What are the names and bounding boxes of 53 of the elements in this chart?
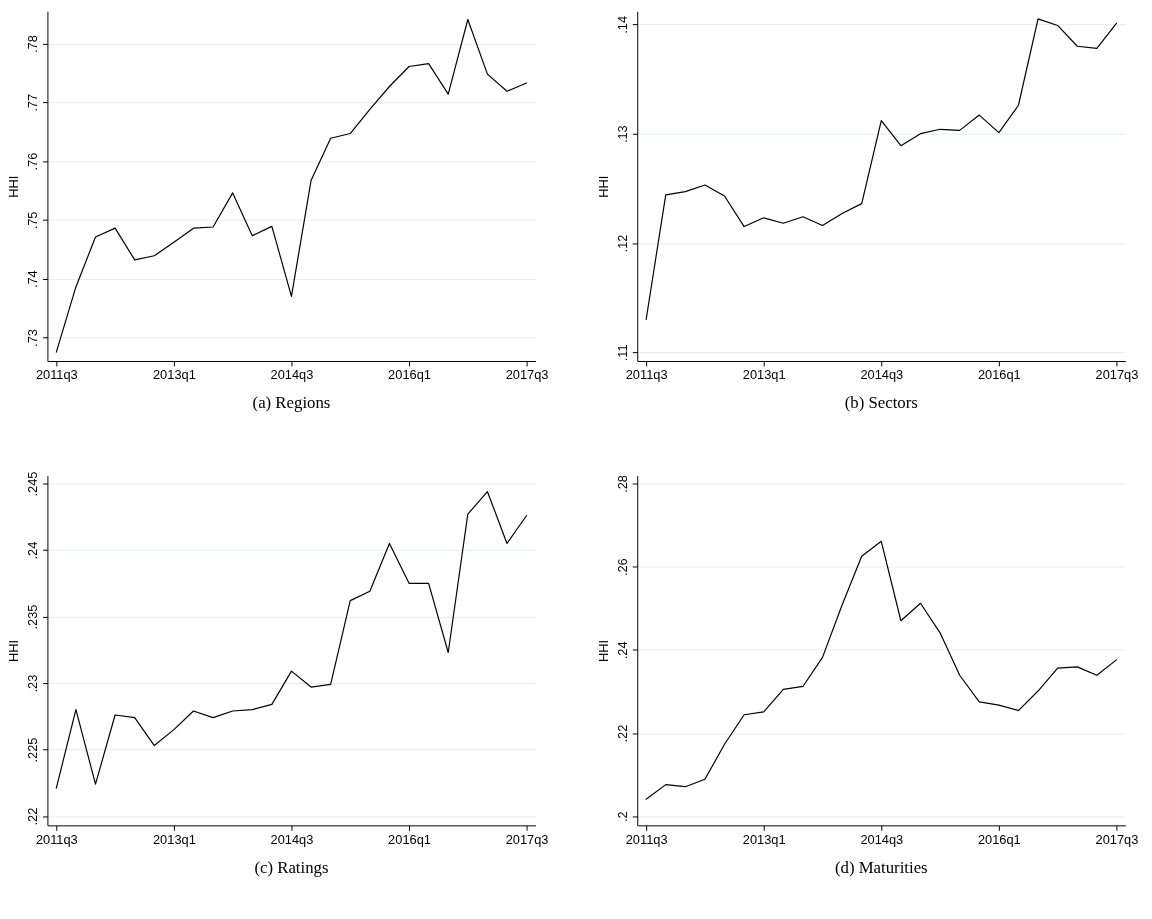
line-series [645,18,1118,321]
y-tick-label: .28 [614,475,630,493]
y-tick-label: .78 [25,35,41,53]
y-tick-label: .14 [614,15,630,34]
x-tick-label: 2016q1 [388,367,431,383]
x-tick-label: 2014q3 [270,831,314,847]
x-tick-label: 2017q3 [1095,367,1139,383]
line-series [55,490,528,789]
y-tick-label: .24 [614,641,630,660]
y-tick-label: .75 [25,211,41,230]
x-tick-label: 2013q1 [152,367,196,383]
y-tick-label: .76 [25,152,41,171]
line-series [645,540,1118,800]
y-tick-label: .235 [25,604,41,630]
y-axis-title: HHI [596,175,612,198]
x-tick-label: 2016q1 [977,367,1021,383]
x-tick-label: 2016q1 [977,831,1021,847]
x-tick-label: 2013q1 [742,831,786,847]
y-axis-title: HHI [6,175,22,198]
y-tick-label: .22 [25,807,41,826]
x-tick-label: 2011q3 [625,831,668,847]
line-series [55,18,528,353]
x-tick-label: 2013q1 [742,367,786,383]
x-tick-label: 2014q3 [270,367,314,383]
y-tick-label: .22 [614,724,630,743]
x-tick-label: 2017q3 [505,831,549,847]
y-tick-label: .2 [614,811,630,823]
y-tick-label: .12 [614,234,630,253]
x-tick-label: 2011q3 [35,367,78,383]
y-axis-title: HHI [6,639,22,663]
y-tick-label: .26 [614,558,630,577]
y-tick-label: .77 [25,93,41,112]
y-tick-label: .24 [25,541,41,560]
y-tick-label: .245 [25,471,41,497]
y-tick-label: .225 [25,737,41,763]
text: (c) Ratings [254,857,329,877]
x-tick-label: 2011q3 [35,831,78,847]
x-tick-label: 2013q1 [152,831,196,847]
y-axis-title: HHI [596,639,612,663]
y-tick-label: .11 [614,344,630,362]
x-tick-label: 2014q3 [860,367,904,383]
y-tick-label: .73 [25,329,41,347]
x-tick-label: 2017q3 [505,367,549,383]
text: (a) Regions [252,393,331,413]
x-tick-label: 2016q1 [388,831,431,847]
y-tick-label: .23 [25,674,41,693]
y-tick-label: .74 [25,270,41,289]
x-tick-label: 2017q3 [1095,831,1139,847]
y-tick-label: .13 [614,125,630,144]
x-tick-label: 2014q3 [860,831,904,847]
text: (b) Sectors [844,393,918,413]
text: (d) Maturities [834,857,928,877]
x-tick-label: 2011q3 [625,367,668,383]
